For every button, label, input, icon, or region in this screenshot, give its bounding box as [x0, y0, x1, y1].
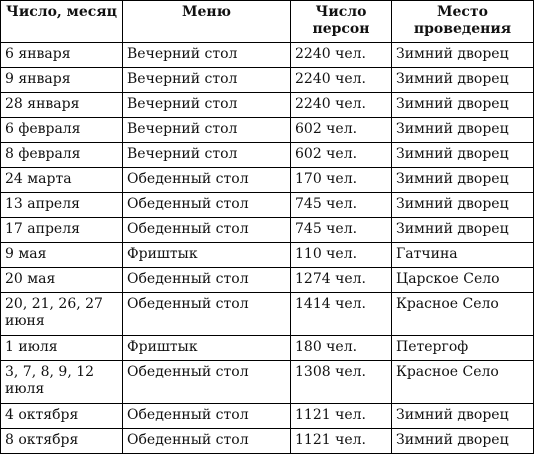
cell-persons: 110 чел. — [290, 242, 392, 268]
table-row: 20 мая Обеденный стол 1274 чел. Царское Сел… — [0, 267, 534, 293]
cell-menu: Обеденный стол — [122, 360, 291, 404]
cell-place: Зимний дворец — [391, 217, 534, 243]
cell-persons: 1308 чел. — [290, 360, 392, 404]
cell-date: 6 января — [0, 42, 123, 68]
table-row: 3, 7, 8, 9, 12 июля Обеденный стол 1308 че… — [0, 360, 534, 404]
cell-place: Зимний дворец — [391, 192, 534, 218]
cell-place: Зимний дворец — [391, 117, 534, 143]
cell-date: 13 апреля — [0, 192, 123, 218]
cell-persons: 1121 чел. — [290, 403, 392, 429]
cell-date: 9 января — [0, 67, 123, 93]
cell-date: 20, 21, 26, 27 июня — [0, 292, 123, 336]
table-row: 8 октября Обеденный стол 1121 чел. Зимний д… — [0, 428, 534, 454]
cell-persons: 1274 чел. — [290, 267, 392, 293]
cell-date: 28 января — [0, 92, 123, 118]
cell-persons: 2240 чел. — [290, 42, 392, 68]
header-date: Число, месяц — [0, 0, 123, 43]
table-row: 20, 21, 26, 27 июня Обеденный стол 1414 че… — [0, 292, 534, 336]
table-row: 13 апреля Обеденный стол 745 чел. Зимний дв… — [0, 192, 534, 218]
cell-menu: Вечерний стол — [122, 92, 291, 118]
table-row: 6 февраля Вечерний стол 602 чел. Зимний дво… — [0, 117, 534, 143]
cell-place: Царское Село — [391, 267, 534, 293]
cell-menu: Вечерний стол — [122, 42, 291, 68]
table-row: 9 января Вечерний стол 2240 чел. Зимний дво… — [0, 67, 534, 93]
cell-date: 17 апреля — [0, 217, 123, 243]
cell-place: Красное Село — [391, 360, 534, 404]
header-place: Место проведения — [391, 0, 534, 43]
cell-date: 1 июля — [0, 335, 123, 361]
table-row: 8 февраля Вечерний стол 602 чел. Зимний дво… — [0, 142, 534, 168]
header-row: Число, месяц Меню Число персон Место про… — [0, 0, 534, 43]
header-menu: Меню — [122, 0, 291, 43]
cell-menu: Обеденный стол — [122, 267, 291, 293]
cell-menu: Обеденный стол — [122, 403, 291, 429]
cell-persons: 170 чел. — [290, 167, 392, 193]
cell-place: Гатчина — [391, 242, 534, 268]
cell-date: 8 февраля — [0, 142, 123, 168]
cell-menu: Фриштык — [122, 335, 291, 361]
cell-persons: 1121 чел. — [290, 428, 392, 454]
table-row: 6 января Вечерний стол 2240 чел. Зимний дво… — [0, 42, 534, 68]
cell-place: Красное Село — [391, 292, 534, 336]
cell-persons: 2240 чел. — [290, 92, 392, 118]
cell-place: Зимний дворец — [391, 403, 534, 429]
table-body: 6 января Вечерний стол 2240 чел. Зимний дво… — [0, 42, 534, 454]
table-row: 9 мая Фриштык 110 чел. Гатчина — [0, 242, 534, 268]
cell-place: Зимний дворец — [391, 167, 534, 193]
cell-persons: 180 чел. — [290, 335, 392, 361]
cell-place: Зимний дворец — [391, 92, 534, 118]
table-row: 28 января Вечерний стол 2240 чел. Зимний дв… — [0, 92, 534, 118]
table-row: 4 октября Обеденный стол 1121 чел. Зимний д… — [0, 403, 534, 429]
cell-persons: 602 чел. — [290, 117, 392, 143]
table-row: 17 апреля Обеденный стол 745 чел. Зимний дв… — [0, 217, 534, 243]
cell-date: 3, 7, 8, 9, 12 июля — [0, 360, 123, 404]
cell-menu: Вечерний стол — [122, 142, 291, 168]
header-persons: Число персон — [290, 0, 392, 43]
cell-place: Зимний дворец — [391, 42, 534, 68]
cell-date: 8 октября — [0, 428, 123, 454]
cell-persons: 745 чел. — [290, 217, 392, 243]
cell-persons: 602 чел. — [290, 142, 392, 168]
cell-menu: Фриштык — [122, 242, 291, 268]
cell-menu: Вечерний стол — [122, 117, 291, 143]
cell-place: Зимний дворец — [391, 67, 534, 93]
events-table: Число, месяц Меню Число персон Место про… — [0, 0, 534, 454]
cell-date: 24 марта — [0, 167, 123, 193]
cell-date: 6 февраля — [0, 117, 123, 143]
cell-date: 4 октября — [0, 403, 123, 429]
cell-date: 9 мая — [0, 242, 123, 268]
cell-menu: Обеденный стол — [122, 192, 291, 218]
cell-persons: 2240 чел. — [290, 67, 392, 93]
cell-date: 20 мая — [0, 267, 123, 293]
cell-menu: Обеденный стол — [122, 292, 291, 336]
cell-menu: Обеденный стол — [122, 428, 291, 454]
cell-persons: 745 чел. — [290, 192, 392, 218]
cell-menu: Обеденный стол — [122, 217, 291, 243]
cell-menu: Обеденный стол — [122, 167, 291, 193]
cell-place: Зимний дворец — [391, 428, 534, 454]
cell-persons: 1414 чел. — [290, 292, 392, 336]
table-row: 24 марта Обеденный стол 170 чел. Зимний дво… — [0, 167, 534, 193]
table-row: 1 июля Фриштык 180 чел. Петергоф — [0, 335, 534, 361]
cell-menu: Вечерний стол — [122, 67, 291, 93]
cell-place: Зимний дворец — [391, 142, 534, 168]
cell-place: Петергоф — [391, 335, 534, 361]
